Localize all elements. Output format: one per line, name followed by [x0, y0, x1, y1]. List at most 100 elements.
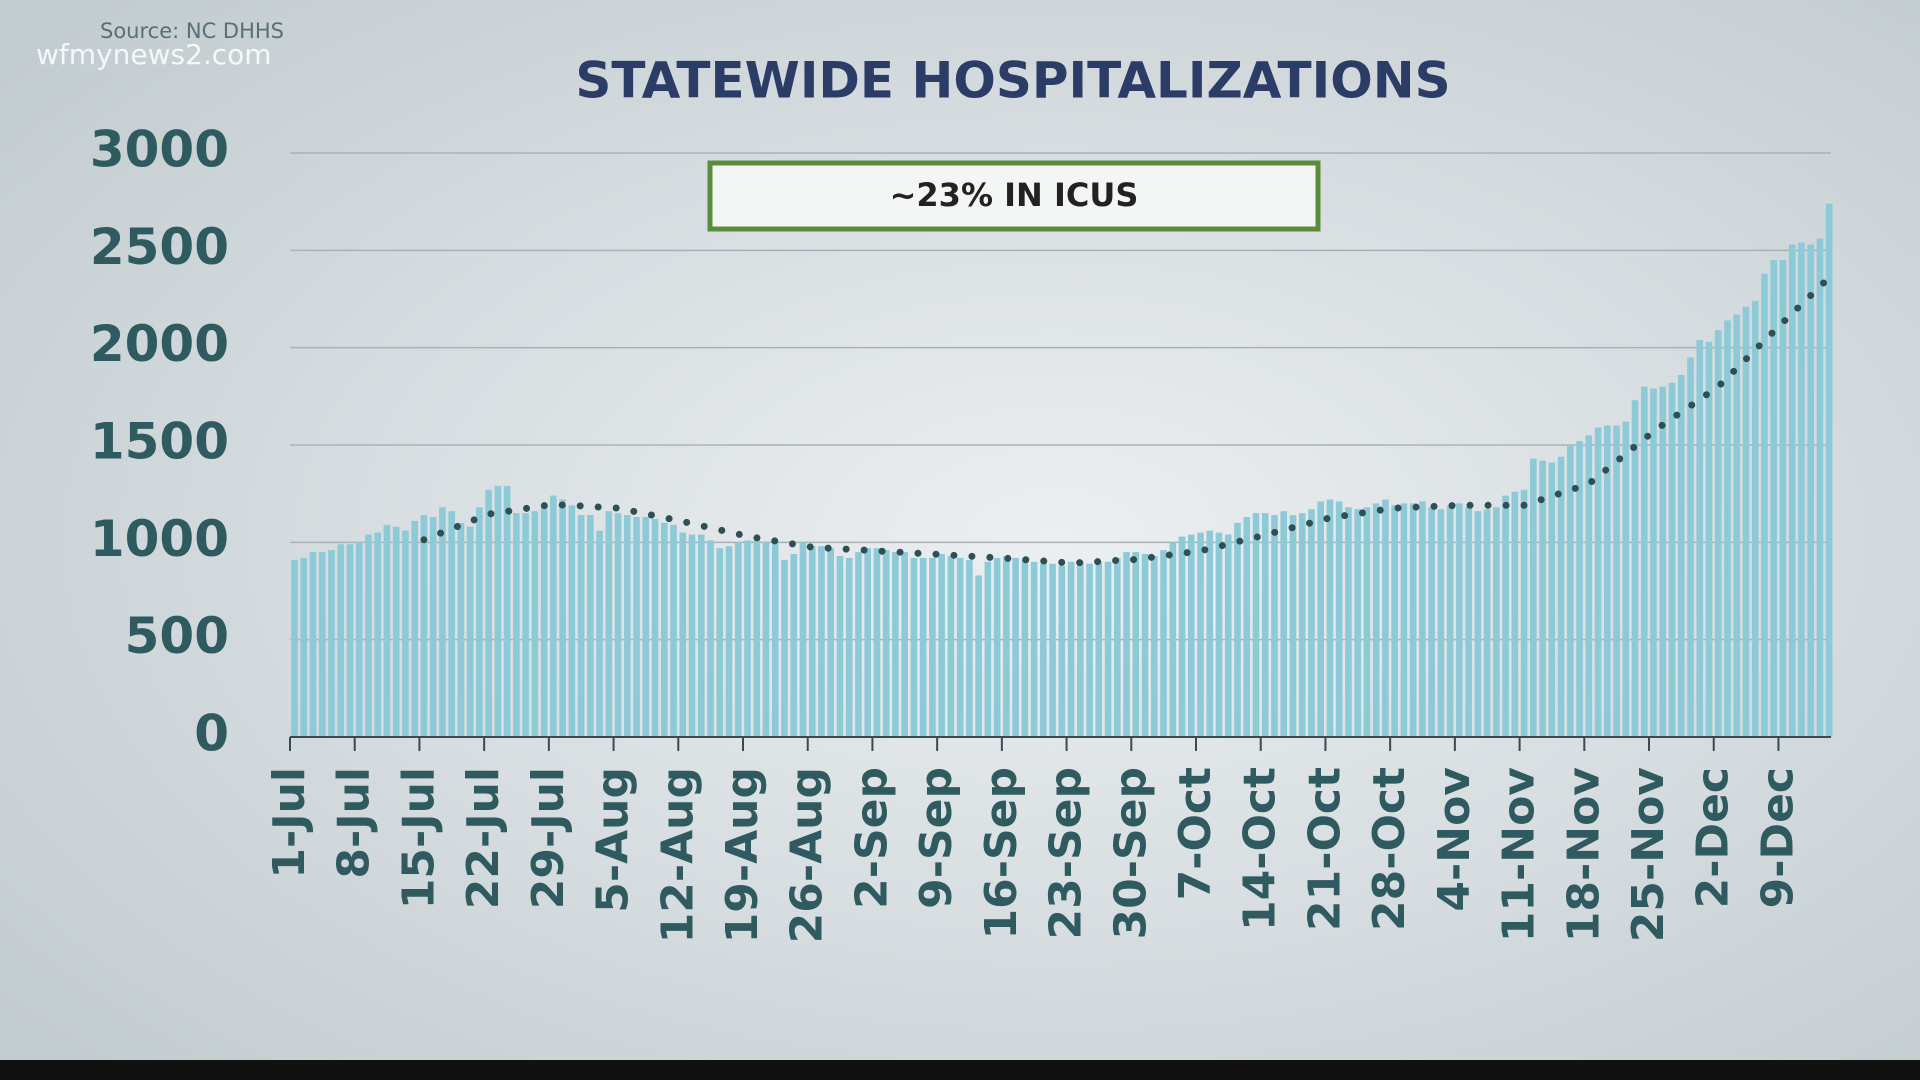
bar: [1335, 501, 1343, 737]
bar: [476, 507, 483, 737]
bar: [1557, 456, 1565, 737]
bar: [1770, 260, 1777, 737]
bar: [1095, 561, 1103, 737]
bar: [439, 507, 446, 737]
bar: [1132, 552, 1140, 737]
y-tick-label: 3000: [90, 121, 229, 179]
bar: [1511, 491, 1519, 737]
x-tick-label: 14-Oct: [1235, 767, 1286, 931]
bar: [392, 526, 400, 737]
x-tick-label: 9-Dec: [1752, 767, 1803, 908]
x-tick-label: 18-Nov: [1558, 767, 1609, 943]
bar: [1613, 425, 1620, 737]
bar: [559, 499, 566, 737]
bar: [448, 511, 455, 737]
bar: [744, 540, 751, 737]
bar: [1372, 503, 1380, 737]
bar: [596, 530, 603, 737]
bar: [300, 557, 308, 737]
bar: [457, 522, 465, 737]
bar: [1816, 238, 1824, 738]
watermark: wfmynews2.com: [36, 38, 272, 71]
bar: [882, 550, 890, 737]
bar: [1058, 565, 1066, 737]
bar: [1400, 503, 1408, 737]
bar: [1539, 460, 1546, 737]
bar: [771, 540, 779, 737]
y-tick-label: 0: [194, 705, 229, 763]
bar: [346, 544, 354, 737]
bar: [679, 532, 687, 737]
bar: [1419, 501, 1426, 737]
bar: [1197, 532, 1204, 737]
bar: [845, 557, 853, 737]
bar: [1696, 339, 1704, 737]
bar: [1567, 445, 1574, 737]
bar: [947, 555, 955, 737]
bar: [1714, 330, 1722, 737]
bar: [855, 552, 862, 737]
bar: [1798, 242, 1805, 737]
bar: [614, 513, 622, 737]
x-tick-label: 8-Jul: [329, 767, 380, 879]
x-tick-label: 1-Jul: [264, 767, 315, 879]
bar: [993, 557, 1001, 737]
bar: [1687, 357, 1694, 737]
bar: [374, 532, 382, 737]
bar: [1243, 517, 1251, 737]
bar: [550, 495, 557, 737]
bar: [919, 557, 927, 737]
bar: [1049, 563, 1056, 737]
bar: [1585, 435, 1593, 737]
bar: [734, 542, 742, 737]
bar: [1742, 306, 1750, 737]
x-tick-label: 5-Aug: [588, 767, 639, 913]
bar: [1040, 563, 1047, 737]
x-tick-label: 15-Jul: [393, 767, 444, 909]
bar: [1030, 561, 1038, 737]
bar: [1576, 441, 1583, 737]
bar: [1169, 542, 1177, 737]
bar: [1677, 374, 1685, 737]
bar: [587, 515, 594, 737]
bar: [503, 485, 511, 737]
bar: [1474, 511, 1482, 737]
bar: [1317, 501, 1324, 737]
bar: [818, 546, 825, 737]
x-tick-label: 29-Jul: [523, 767, 574, 909]
bar: [1788, 244, 1796, 737]
bar: [1067, 561, 1075, 737]
x-tick-label: 23-Sep: [1041, 767, 1092, 940]
bar: [1206, 530, 1214, 737]
bar: [429, 517, 437, 737]
x-tick-label: 9-Sep: [911, 767, 962, 909]
x-tick-label: 25-Nov: [1623, 767, 1674, 943]
bar: [984, 561, 992, 737]
bar: [1077, 561, 1084, 737]
bar: [1761, 273, 1768, 737]
annotation-box: [707, 160, 1321, 232]
bar: [929, 557, 936, 737]
bar: [1483, 509, 1491, 737]
y-tick-label: 500: [125, 607, 229, 665]
x-tick-label: 2-Sep: [846, 767, 897, 909]
bar: [1548, 462, 1556, 737]
bar: [1150, 555, 1158, 737]
bar: [1465, 507, 1472, 737]
bar: [1603, 425, 1611, 737]
bar: [1234, 522, 1241, 737]
bar: [1493, 507, 1500, 737]
bar: [836, 555, 844, 737]
bottom-bar: [0, 1060, 1920, 1080]
bar: [864, 548, 871, 737]
bar: [1751, 300, 1759, 737]
bar: [1437, 509, 1445, 737]
bar: [1622, 421, 1630, 737]
bar: [1779, 260, 1787, 737]
bar: [781, 559, 788, 737]
bar: [494, 485, 502, 737]
bar: [1104, 561, 1112, 737]
bar: [956, 557, 964, 737]
bar: [1668, 382, 1676, 737]
